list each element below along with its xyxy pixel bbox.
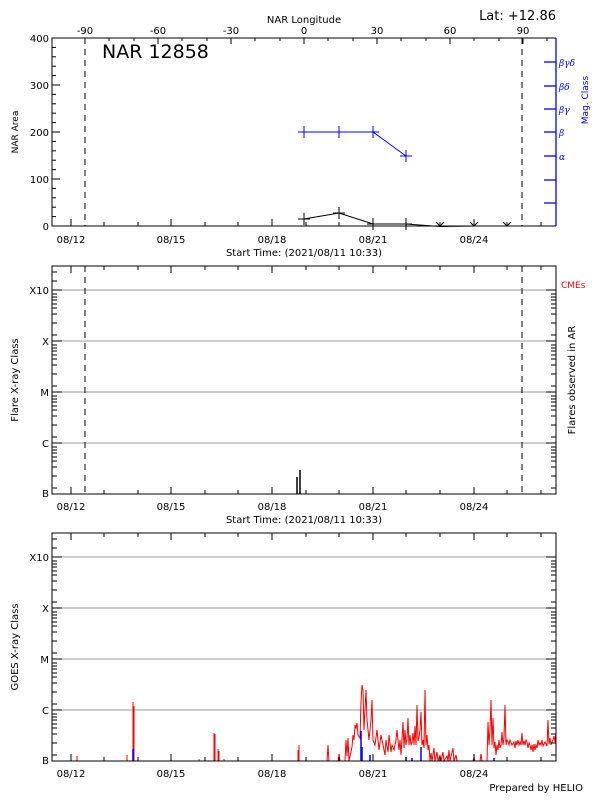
area-series [298, 207, 512, 230]
x-tick-label: 08/12 [57, 502, 86, 513]
mag-class-label: β [558, 129, 564, 139]
mag-class-label: βγδ [558, 59, 575, 69]
x-tick-label: 08/18 [258, 502, 287, 513]
x-tick-label: 08/24 [460, 502, 489, 513]
goes-y-tick-label: B [42, 756, 49, 767]
flare-bars [296, 470, 301, 494]
mag-class-series [298, 126, 412, 162]
top-tick: -30 [223, 26, 239, 37]
area-y-tick-label: 300 [30, 81, 49, 92]
mag-class-label: α [559, 153, 565, 163]
mag-class-ticks [544, 61, 556, 204]
top-tick: 30 [371, 26, 384, 37]
start-time-label: Start Time: (2021/08/11 10:33) [226, 248, 382, 259]
flare-y-tick-label: M [40, 388, 49, 399]
start-time-label: Start Time: (2021/08/11 10:33) [226, 515, 382, 526]
panel-flares: X10 X M C B Flare X-ray Class CMEs Flare… [10, 265, 586, 526]
prepared-by-credit: Prepared by HELIO [489, 783, 583, 794]
flares-observed-label: Flares observed in AR [567, 326, 578, 435]
top-tick: -60 [150, 26, 166, 37]
x-tick-label: 08/12 [57, 769, 86, 780]
mag-class-label: βδ [558, 83, 570, 93]
goes-y-tick-label: X10 [29, 553, 49, 564]
area-y-tick-label: 400 [30, 34, 49, 45]
flare-y-tick-label: X10 [29, 286, 49, 297]
goes-y-tick-label: M [40, 655, 49, 666]
x-tick-label: 08/15 [157, 769, 186, 780]
panel-goes: X10 X M C B GOES X-ray Class 08/12 08/15… [10, 532, 557, 780]
panel-nar-area: 0 100 200 300 400 NAR Area NAR 12858 [11, 34, 591, 259]
x-tick-label: 08/21 [359, 502, 388, 513]
x-tick-label: 08/24 [460, 769, 489, 780]
flare-y-tick-label: C [42, 439, 49, 450]
flare-y-axis-label: Flare X-ray Class [10, 338, 21, 422]
x-tick-label: 08/21 [359, 235, 388, 246]
x-tick-label: 08/24 [460, 235, 489, 246]
goes-y-tick-label: X [42, 604, 49, 615]
area-y-tick-label: 0 [43, 222, 49, 233]
x-tick-label: 08/15 [157, 502, 186, 513]
top-tick: 0 [301, 26, 307, 37]
x-tick-label: 08/18 [258, 235, 287, 246]
cme-legend-label: CMEs [561, 281, 586, 291]
top-axis-tick-labels: -90 -60 -30 0 30 60 90 [77, 26, 530, 37]
top-tick: 60 [444, 26, 457, 37]
top-tick: -90 [77, 26, 93, 37]
top-tick: 90 [517, 26, 530, 37]
mag-class-axis-label: Mag. Class [581, 75, 591, 124]
flare-y-tick-label: X [42, 337, 49, 348]
latitude-label: Lat: +12.86 [479, 9, 556, 24]
area-y-axis-label: NAR Area [11, 111, 21, 154]
top-axis-label: NAR Longitude [267, 15, 341, 26]
x-tick-label: 08/15 [157, 235, 186, 246]
area-y-tick-label: 200 [30, 128, 49, 139]
x-tick-label: 08/18 [258, 769, 287, 780]
area-y-tick-label: 100 [30, 175, 49, 186]
area-y-ticks [52, 37, 60, 227]
goes-long-series [76, 684, 557, 763]
x-tick-label: 08/12 [57, 235, 86, 246]
goes-y-tick-label: C [42, 706, 49, 717]
goes-y-axis-label: GOES X-ray Class [10, 603, 21, 690]
x-tick-label: 08/21 [359, 769, 388, 780]
flare-y-tick-label: B [42, 489, 49, 500]
region-title: NAR 12858 [102, 41, 209, 63]
mag-class-label: βγ [558, 106, 570, 116]
